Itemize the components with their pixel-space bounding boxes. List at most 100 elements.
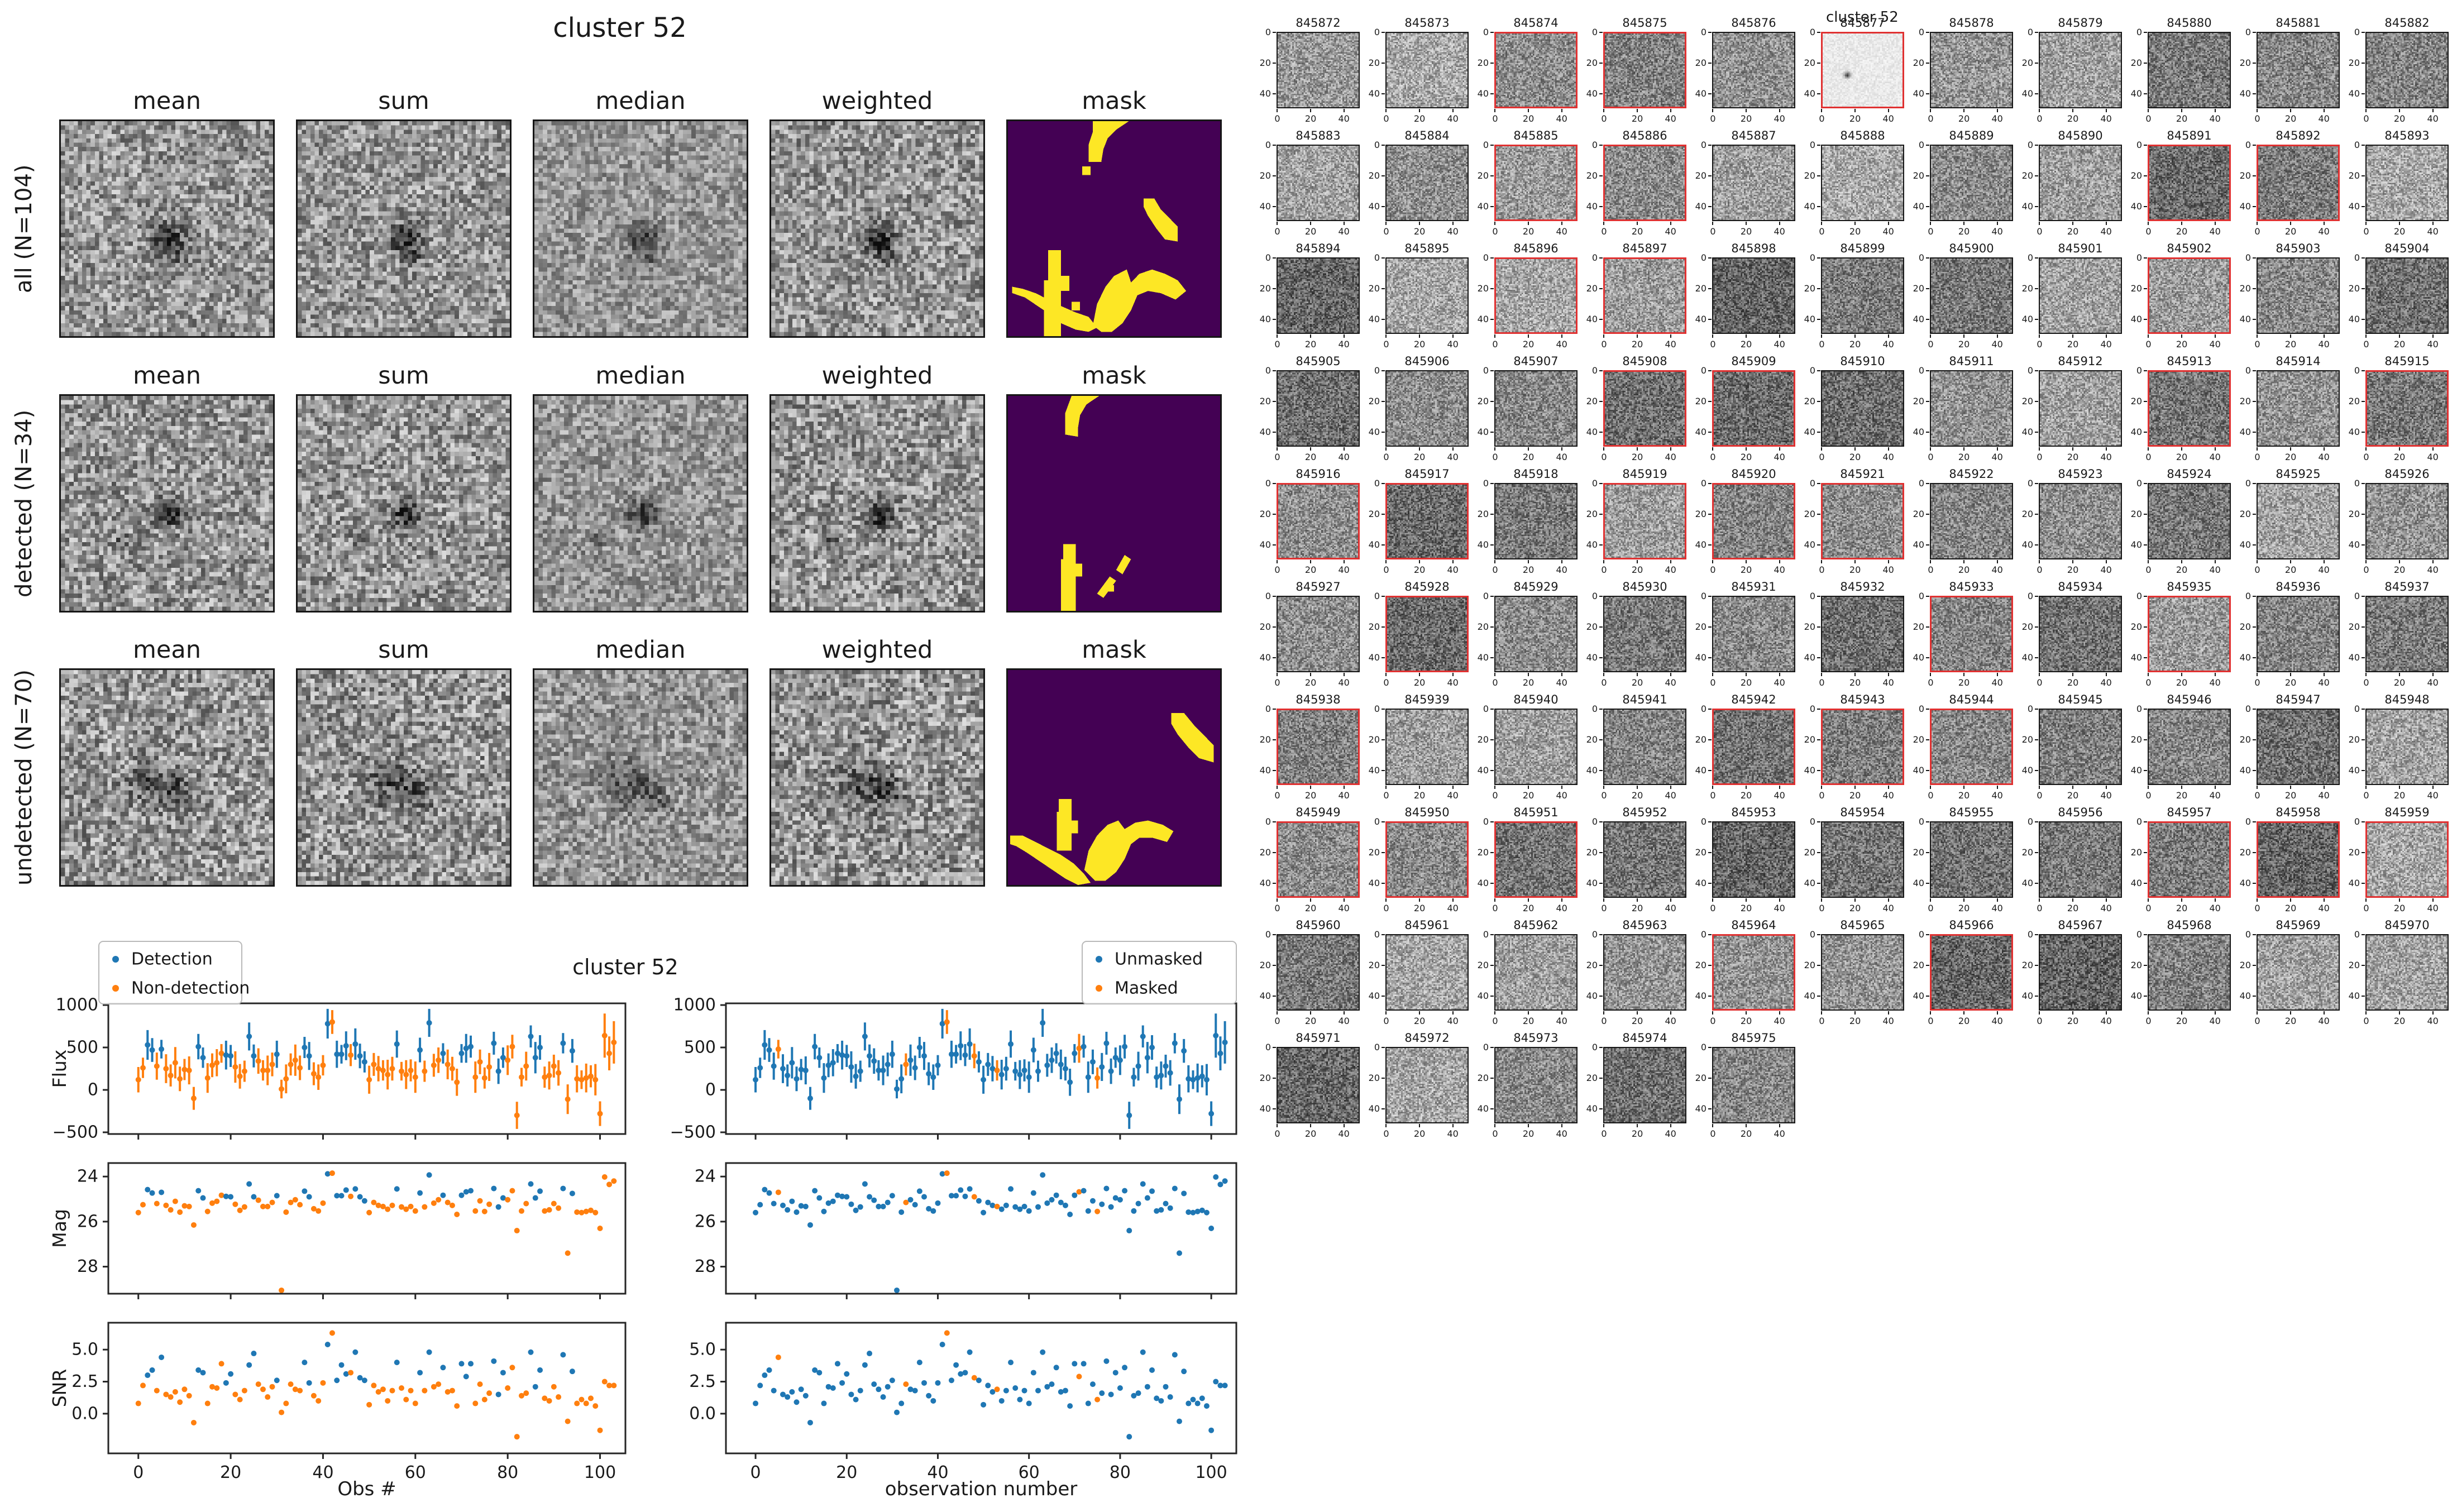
x-tick — [1746, 222, 1747, 225]
data-point — [375, 1202, 381, 1208]
data-point — [532, 1195, 538, 1201]
data-point — [1049, 1057, 1055, 1063]
cutout-panel-flagged — [2257, 821, 2340, 898]
data-point — [357, 1375, 363, 1381]
x-tick-label: 0 — [1383, 790, 1389, 801]
data-point — [903, 1061, 909, 1068]
y-tick-label: 0 — [1483, 478, 1489, 489]
x-tick-label: 20 — [2067, 339, 2079, 350]
x-tick-label: 40 — [1991, 452, 2003, 462]
cutout-panel-flagged — [1712, 709, 1795, 785]
y-tick — [1490, 769, 1494, 771]
x-tick — [1385, 109, 1387, 112]
data-point — [574, 1076, 580, 1082]
cutout-panel — [1712, 596, 1795, 672]
y-tick-label: 20 — [1477, 1073, 1489, 1084]
x-tick — [2323, 673, 2325, 676]
x-tick — [2181, 786, 2183, 789]
y-tick — [2362, 431, 2365, 433]
cutout-title: 845893 — [2384, 129, 2430, 142]
y-tick — [1273, 995, 1276, 997]
data-point — [551, 1063, 557, 1069]
data-point — [1026, 1074, 1032, 1080]
data-point — [518, 1393, 524, 1399]
x-tick-label: 40 — [2100, 903, 2112, 913]
x-tick — [2148, 1011, 2149, 1015]
data-point — [1186, 1209, 1192, 1215]
x-tick — [1385, 673, 1387, 676]
data-point — [903, 1199, 909, 1205]
y-tick — [1926, 63, 1929, 64]
x-tick-label: 40 — [1447, 677, 1459, 688]
x-tick — [1343, 222, 1345, 225]
y-tick-label: 40 — [1259, 1103, 1271, 1114]
y-tick — [2362, 769, 2365, 771]
data-point — [454, 1403, 460, 1409]
x-tick — [1637, 334, 1638, 338]
mask-region — [1093, 269, 1187, 332]
data-point — [1194, 1400, 1201, 1406]
x-tick — [2399, 786, 2401, 789]
cutout-panel — [2365, 596, 2449, 672]
cutout-title: 845971 — [1296, 1031, 1341, 1045]
y-tick-label: 20 — [1477, 621, 1489, 633]
y-tick-label: 40 — [2021, 990, 2033, 1001]
y-tick-label: 20 — [2021, 509, 2033, 520]
y-tick — [1926, 401, 1929, 403]
x-tick — [1821, 786, 1823, 789]
data-point — [389, 1202, 395, 1208]
y-tick — [1273, 288, 1276, 290]
x-tick-label: 40 — [1338, 1016, 1350, 1026]
x-tick-label: 40 — [312, 1463, 333, 1482]
y-tick — [2253, 709, 2256, 710]
data-point — [789, 1060, 795, 1066]
y-tick-label: −500 — [670, 1122, 716, 1142]
y-tick-label: 40 — [1477, 764, 1489, 776]
cutout-panel-flagged — [1277, 483, 1360, 559]
cutout-panel — [1277, 934, 1360, 1011]
data-point — [1044, 1062, 1050, 1068]
data-point — [265, 1068, 271, 1074]
data-point — [1099, 1390, 1105, 1396]
cutout-title: 845934 — [2058, 580, 2103, 594]
y-tick — [1382, 145, 1385, 146]
data-point — [218, 1192, 224, 1198]
x-tick-label: 40 — [1338, 113, 1350, 124]
data-point — [1154, 1395, 1160, 1401]
data-point — [862, 1033, 868, 1040]
x-tick-label: 40 — [1774, 1128, 1785, 1139]
y-tick — [1599, 852, 1603, 854]
cutout-panel — [1930, 257, 2013, 334]
x-tick — [2214, 334, 2216, 338]
data-point — [214, 1060, 220, 1066]
x-tick-label: 40 — [2100, 339, 2112, 350]
data-point — [939, 1021, 945, 1027]
x-tick — [2072, 334, 2074, 338]
data-point — [560, 1185, 566, 1192]
data-point — [408, 1203, 414, 1209]
y-tick-label: 40 — [1368, 426, 1380, 437]
data-point — [274, 1193, 280, 1199]
y-tick-label: 40 — [1586, 764, 1598, 776]
x-tick — [1277, 109, 1278, 112]
data-point — [440, 1050, 446, 1056]
x-tick — [2323, 786, 2325, 789]
y-tick-label: 0 — [2245, 140, 2251, 151]
cutout-title: 845946 — [2167, 693, 2212, 706]
x-tick-label: 0 — [1601, 452, 1607, 462]
y-tick — [1490, 63, 1494, 64]
x-tick-label: 0 — [2037, 339, 2043, 350]
x-tick — [1310, 447, 1312, 451]
x-tick — [1637, 560, 1638, 563]
y-tick-label: 20 — [1259, 283, 1271, 294]
x-tick — [2365, 898, 2367, 902]
x-tick — [1963, 109, 1965, 112]
data-point — [209, 1062, 216, 1068]
y-tick-label: 0 — [1374, 704, 1380, 715]
data-point — [1017, 1071, 1023, 1078]
x-tick-label: 40 — [1665, 339, 1676, 350]
data-point — [894, 1409, 900, 1415]
data-point — [1081, 1044, 1087, 1050]
data-point — [958, 1371, 964, 1377]
cutout-image — [1387, 1048, 1467, 1122]
